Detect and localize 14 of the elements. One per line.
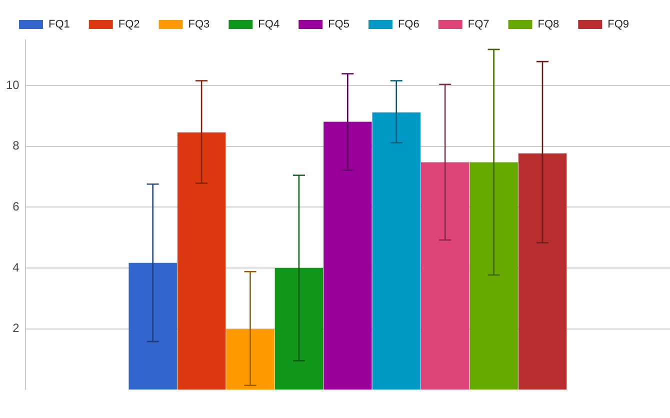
legend-label: FQ1: [48, 18, 70, 31]
y-tick-label: 8: [12, 138, 20, 153]
legend-label: FQ6: [398, 18, 420, 31]
legend-label: FQ9: [608, 18, 630, 31]
y-tick-label: 6: [12, 200, 20, 214]
legend-label: FQ5: [328, 18, 350, 31]
y-tick-label: 4: [12, 260, 20, 274]
legend-label: FQ7: [468, 18, 490, 31]
legend-label: FQ2: [118, 18, 140, 31]
legend-label: FQ4: [258, 18, 280, 31]
y-tick-label: 10: [6, 78, 20, 92]
legend-label: FQ8: [538, 18, 560, 31]
y-tick-label: 2: [12, 321, 20, 336]
legend-label: FQ3: [188, 18, 210, 31]
